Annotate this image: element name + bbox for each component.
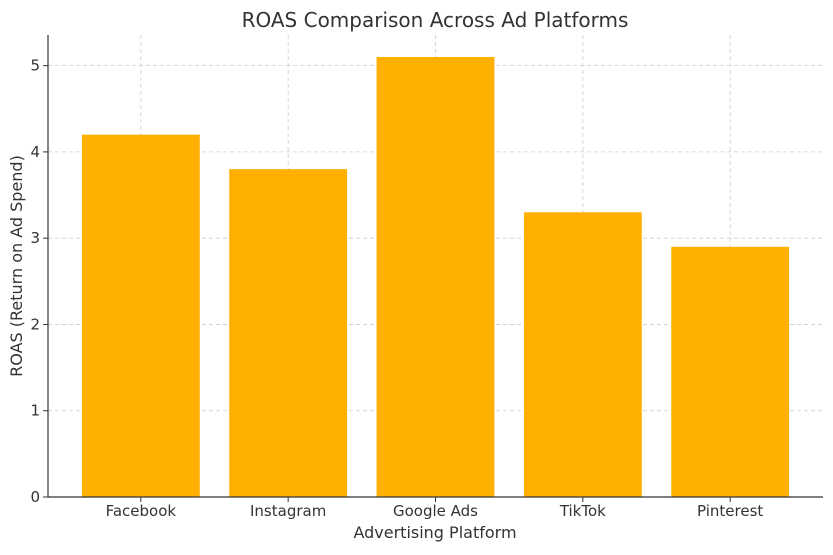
x-tick-label: TikTok bbox=[559, 502, 606, 520]
bar-instagram bbox=[229, 169, 348, 497]
y-tick-label: 3 bbox=[30, 229, 40, 247]
x-tick-label: Instagram bbox=[250, 502, 326, 520]
bar-google-ads bbox=[376, 57, 495, 497]
y-tick-labels: 0 1 2 3 4 5 bbox=[30, 57, 40, 506]
x-tick-labels: Facebook Instagram Google Ads TikTok Pintere… bbox=[106, 502, 764, 520]
bars bbox=[81, 57, 790, 497]
axes bbox=[43, 35, 823, 502]
bar-tiktok bbox=[523, 212, 642, 497]
y-axis-label: ROAS (Return on Ad Spend) bbox=[7, 155, 26, 377]
y-tick-label: 2 bbox=[30, 315, 40, 333]
chart-title: ROAS Comparison Across Ad Platforms bbox=[242, 8, 629, 32]
x-axis-label: Advertising Platform bbox=[353, 523, 516, 542]
x-tick-label: Pinterest bbox=[697, 502, 763, 520]
y-tick-label: 0 bbox=[30, 488, 40, 506]
y-tick-label: 4 bbox=[30, 143, 40, 161]
x-tick-label: Facebook bbox=[106, 502, 177, 520]
y-tick-label: 5 bbox=[30, 57, 40, 75]
y-tick-label: 1 bbox=[30, 402, 40, 420]
x-tick-label: Google Ads bbox=[393, 502, 478, 520]
bar-facebook bbox=[81, 134, 200, 497]
bar-pinterest bbox=[671, 246, 790, 497]
